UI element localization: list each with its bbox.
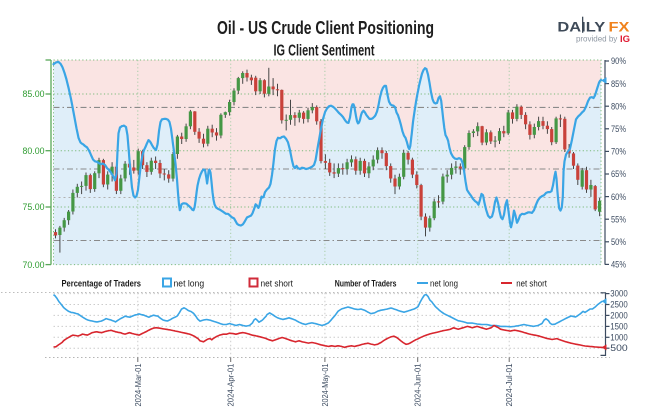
svg-text:70.00: 70.00 — [23, 260, 45, 271]
svg-text:85.00: 85.00 — [23, 89, 45, 100]
svg-text:1000: 1000 — [610, 332, 627, 342]
svg-text:net short: net short — [516, 279, 547, 289]
svg-text:85%: 85% — [611, 79, 626, 90]
svg-text:80%: 80% — [611, 101, 626, 112]
svg-text:50%: 50% — [611, 237, 626, 248]
svg-text:FX: FX — [609, 19, 631, 35]
svg-text:70%: 70% — [611, 147, 626, 158]
svg-text:1500: 1500 — [610, 321, 627, 331]
svg-text:IG Client Sentiment: IG Client Sentiment — [274, 42, 375, 59]
svg-text:2024-Apr-01: 2024-Apr-01 — [226, 363, 236, 406]
svg-text:DAILY: DAILY — [557, 19, 606, 35]
svg-text:2500: 2500 — [610, 300, 627, 310]
svg-text:Oil - US Crude Client Position: Oil - US Crude Client Positioning — [217, 17, 434, 38]
svg-text:Number of Traders: Number of Traders — [335, 279, 397, 289]
svg-text:3000: 3000 — [610, 289, 627, 299]
svg-text:Percentage of Traders: Percentage of Traders — [62, 279, 142, 289]
svg-text:net long: net long — [174, 279, 205, 289]
svg-text:75.00: 75.00 — [23, 202, 45, 213]
svg-text:45%: 45% — [611, 260, 626, 271]
svg-text:55%: 55% — [611, 214, 626, 225]
svg-text:2024-Jun-01: 2024-Jun-01 — [413, 363, 423, 406]
svg-text:provided by: provided by — [576, 34, 617, 43]
svg-text:60%: 60% — [611, 192, 626, 203]
svg-text:500: 500 — [610, 343, 628, 353]
svg-text:net long: net long — [430, 279, 458, 289]
svg-text:IG: IG — [620, 34, 630, 45]
svg-text:2024-Mar-01: 2024-Mar-01 — [133, 363, 143, 406]
svg-text:80.00: 80.00 — [23, 146, 45, 157]
svg-text:2000: 2000 — [610, 310, 627, 320]
svg-text:75%: 75% — [611, 124, 626, 135]
svg-text:2024-May-01: 2024-May-01 — [320, 363, 330, 406]
svg-text:net short: net short — [261, 279, 294, 289]
svg-text:65%: 65% — [611, 169, 626, 180]
svg-text:90%: 90% — [611, 56, 626, 67]
svg-text:2024-Jul-01: 2024-Jul-01 — [504, 363, 514, 406]
